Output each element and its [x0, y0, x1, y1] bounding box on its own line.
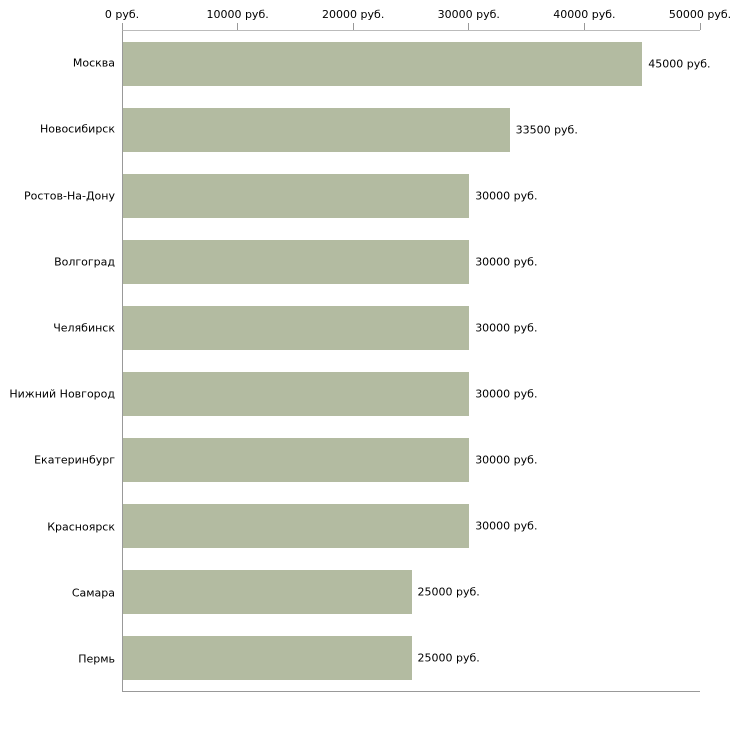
x-tick-label: 40000 руб.: [553, 8, 616, 21]
x-tick-mark: [121, 23, 123, 30]
bar: [123, 636, 412, 680]
bar-value-label: 25000 руб.: [417, 651, 480, 665]
bar-value-label: 30000 руб.: [475, 519, 538, 533]
bar-value-label: 30000 руб.: [475, 321, 538, 335]
bar-row: 30000 руб.: [123, 493, 700, 559]
bar-value-label: 33500 руб.: [515, 123, 578, 137]
x-tick-mark: [468, 23, 470, 30]
bar-row: 30000 руб.: [123, 361, 700, 427]
x-tick-label: 50000 руб.: [668, 8, 730, 21]
category-label: Ростов-На-Дону: [23, 189, 115, 202]
category-label: Челябинск: [53, 321, 115, 335]
category-label: Екатеринбург: [34, 453, 115, 467]
bar: [123, 240, 470, 284]
bar-row: 30000 руб.: [123, 427, 700, 493]
bar-row: 25000 руб.: [123, 625, 700, 691]
bar-value-label: 30000 руб.: [475, 255, 538, 269]
bar: [123, 438, 470, 482]
bar: [123, 504, 470, 548]
bar-row: 30000 руб.: [123, 163, 700, 229]
x-tick-label: 0 руб.: [104, 8, 140, 21]
category-label: Самара: [71, 586, 115, 600]
x-axis: 0 руб. 10000 руб. 20000 руб. 30000 руб. 4000…: [105, 0, 730, 30]
bar-value-label: 30000 руб.: [475, 453, 538, 467]
bar: [123, 570, 412, 614]
bar-value-label: 30000 руб.: [475, 189, 538, 203]
category-label: Нижний Новгород: [9, 387, 115, 401]
x-tick-mark: [237, 23, 239, 30]
bar: [123, 42, 643, 86]
y-axis-labels: Москва Новосибирск Ростов-На-Дону Волгоград…: [0, 30, 120, 692]
category-label: Красноярск: [47, 520, 115, 533]
bar-value-label: 30000 руб.: [475, 387, 538, 401]
x-tick-mark: [352, 23, 354, 30]
bar: [123, 174, 470, 218]
x-tick-mark: [699, 23, 701, 30]
category-label: Пермь: [78, 652, 115, 666]
x-tick-label: 20000 руб.: [322, 8, 385, 21]
bar-row: 30000 руб.: [123, 295, 700, 361]
bar-row: 45000 руб.: [123, 31, 711, 97]
bar: [123, 306, 470, 350]
bar-row: 33500 руб.: [123, 97, 700, 163]
bar-value-label: 45000 руб.: [648, 57, 711, 71]
bar: [123, 372, 470, 416]
bar-row: 30000 руб.: [123, 229, 700, 295]
x-tick-label: 30000 руб.: [437, 8, 500, 21]
x-tick-label: 10000 руб.: [206, 8, 269, 21]
bar-value-label: 25000 руб.: [417, 585, 480, 599]
category-label: Москва: [72, 56, 115, 70]
category-label: Волгоград: [54, 255, 115, 269]
bar: [123, 108, 510, 152]
x-tick-mark: [583, 23, 585, 30]
bar-row: 25000 руб.: [123, 559, 700, 625]
plot-area: 45000 руб. 33500 руб. 30000 руб. 30000 руб.…: [122, 30, 711, 692]
category-label: Новосибирск: [39, 122, 115, 136]
